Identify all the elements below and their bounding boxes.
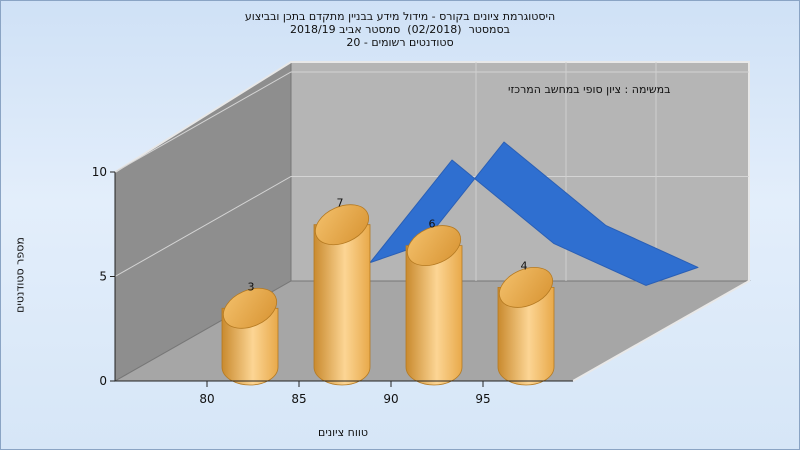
x-axis-label: טווח ציונים <box>318 426 368 439</box>
bar-value-label: 7 <box>337 197 344 210</box>
bar-top <box>314 204 370 246</box>
bar-80 <box>221 287 279 386</box>
bar-body <box>497 287 555 386</box>
bar-top <box>222 287 278 329</box>
bar-90 <box>405 225 463 386</box>
x-tick-label: 90 <box>383 392 398 406</box>
x-tick-label: 95 <box>475 392 490 406</box>
chart-title-line-3: סטודנטים רשומים - 20 <box>346 36 454 49</box>
y-tick-label: 5 <box>99 270 107 284</box>
bar-value-label: 4 <box>521 259 528 272</box>
chart-title: היסטוגרמת ציונים בקורס - מידול מידע בבני… <box>0 10 800 49</box>
x-tick-label: 85 <box>291 392 306 406</box>
chart-title-line-1: היסטוגרמת ציונים בקורס - מידול מידע בבני… <box>244 10 556 23</box>
bar-value-label: 6 <box>429 218 436 231</box>
bar-95 <box>497 266 555 386</box>
trend-ribbon <box>369 141 699 286</box>
bar-body <box>405 245 463 386</box>
gridline-10 <box>114 71 749 173</box>
chart-bars <box>221 204 555 386</box>
bar-value-label: 3 <box>248 280 255 293</box>
gridline-5 <box>114 176 749 277</box>
bar-top <box>406 225 462 267</box>
chart-grid <box>114 62 749 281</box>
chart-labels: 0 5 10 80 85 90 95 3 7 6 4 במשימה : ציון סופי במחשב… <box>92 83 671 406</box>
y-tick-label: 10 <box>92 165 107 179</box>
chart-axes <box>110 171 573 387</box>
chart-title-line-2: בסמסטר (02/2018) סמסטר אביב 2018/19 <box>289 23 511 36</box>
box-edge <box>114 61 750 382</box>
x-tick-label: 80 <box>199 392 214 406</box>
y-tick-label: 0 <box>99 374 107 388</box>
bar-85 <box>313 204 371 386</box>
trend-surface <box>369 141 699 286</box>
bar-body <box>313 224 371 386</box>
bar-top <box>498 266 554 308</box>
y-axis-label: מספר סטודנטים <box>13 237 27 313</box>
chart-annotation: במשימה : ציון סופי במחשב המרכזי <box>508 83 671 96</box>
